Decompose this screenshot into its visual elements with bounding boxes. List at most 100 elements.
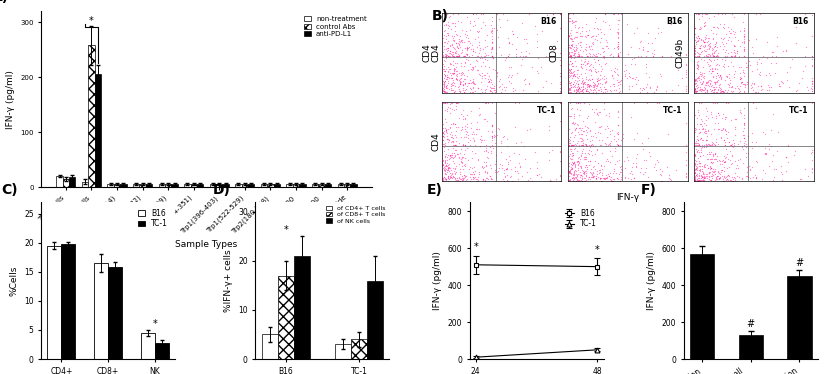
Point: [581, 32, 594, 38]
Point: [565, 63, 578, 69]
Point: [513, 53, 526, 59]
Point: [574, 85, 587, 91]
Point: [690, 88, 703, 94]
Point: [659, 89, 672, 95]
Point: [569, 48, 582, 54]
Point: [479, 86, 492, 92]
Point: [701, 51, 714, 57]
Point: [570, 74, 583, 80]
Point: [570, 29, 583, 35]
Point: [741, 164, 754, 170]
Point: [710, 153, 724, 159]
Point: [454, 70, 468, 76]
Point: [689, 151, 702, 157]
Point: [689, 140, 702, 146]
Point: [698, 20, 711, 26]
Point: [700, 128, 713, 134]
Point: [606, 81, 620, 87]
Point: [458, 53, 472, 59]
Point: [453, 44, 467, 50]
Point: [692, 33, 705, 39]
Point: [544, 177, 557, 183]
Point: [454, 19, 468, 25]
Point: [582, 162, 596, 168]
Point: [572, 166, 585, 172]
Point: [614, 178, 627, 184]
Point: [442, 64, 455, 70]
Point: [676, 75, 689, 81]
Point: [762, 141, 776, 147]
Point: [484, 176, 497, 182]
Point: [705, 173, 718, 179]
Point: [591, 74, 605, 80]
Point: [439, 116, 452, 122]
Point: [690, 158, 703, 164]
Point: [443, 161, 456, 167]
Point: [694, 36, 707, 42]
Point: [600, 37, 613, 43]
Point: [486, 30, 499, 36]
Point: [439, 163, 453, 169]
Point: [698, 177, 711, 183]
Point: [573, 125, 586, 131]
Point: [714, 88, 728, 94]
Point: [439, 100, 452, 106]
Point: [607, 68, 620, 74]
Point: [736, 79, 749, 85]
Point: [474, 86, 487, 92]
Point: [584, 148, 597, 154]
Point: [705, 66, 719, 72]
Point: [469, 12, 482, 18]
Point: [733, 43, 747, 49]
Point: [585, 72, 598, 78]
Point: [695, 13, 709, 19]
Point: [691, 66, 705, 72]
Point: [518, 53, 531, 59]
Point: [630, 130, 643, 136]
Point: [751, 159, 764, 165]
Point: [442, 165, 455, 171]
Point: [705, 171, 719, 177]
Point: [441, 139, 454, 145]
Point: [719, 175, 732, 181]
Point: [711, 86, 724, 92]
Point: [582, 33, 595, 39]
Point: [567, 171, 581, 177]
Point: [692, 35, 705, 41]
Point: [449, 153, 462, 159]
Point: [703, 40, 716, 46]
Point: [771, 148, 784, 154]
Point: [450, 163, 463, 169]
Point: [699, 35, 712, 41]
Point: [449, 50, 463, 56]
Point: [733, 88, 746, 94]
Point: [449, 134, 463, 140]
Point: [439, 86, 453, 92]
Point: [720, 176, 733, 182]
Point: [566, 38, 579, 44]
Point: [563, 178, 577, 184]
Point: [578, 80, 591, 86]
Point: [689, 11, 702, 17]
Point: [732, 85, 745, 91]
Point: [436, 81, 449, 87]
Point: [661, 132, 674, 138]
Point: [479, 163, 492, 169]
Point: [448, 170, 461, 176]
Point: [706, 169, 719, 175]
Point: [585, 61, 598, 67]
Point: [572, 142, 586, 148]
Point: [597, 176, 610, 182]
Point: [447, 49, 460, 55]
Y-axis label: IFN-γ (pg/ml): IFN-γ (pg/ml): [433, 251, 442, 310]
Point: [567, 87, 581, 93]
Bar: [351, 340, 367, 359]
Point: [738, 84, 752, 90]
Point: [621, 175, 634, 181]
Point: [439, 83, 453, 89]
Point: [582, 31, 595, 37]
Point: [706, 84, 719, 90]
Point: [748, 172, 762, 178]
Point: [482, 176, 495, 182]
Point: [717, 168, 730, 174]
